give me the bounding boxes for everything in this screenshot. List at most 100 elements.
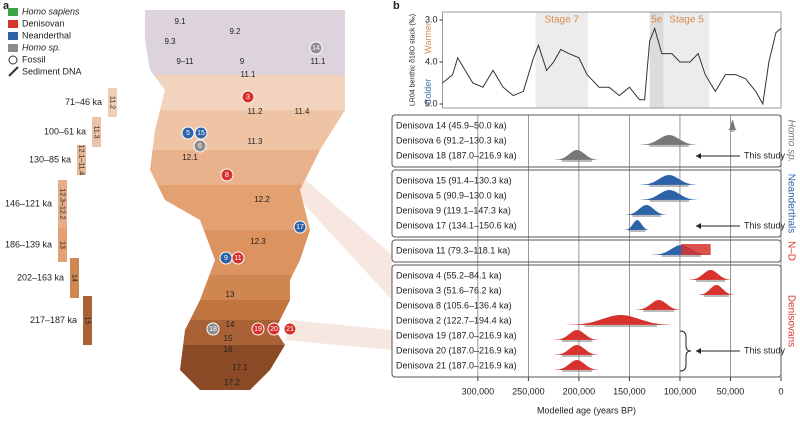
specimen-label: 8 [225, 172, 229, 179]
age-layer: 12.3–12.2 [59, 188, 66, 219]
layer-label: 12.3 [250, 237, 266, 246]
age-label: 130–85 ka [29, 154, 71, 164]
age-label: 146–121 ka [5, 198, 52, 208]
layer-label: 9.3 [164, 37, 176, 46]
row-label: Denisova 17 (134.1–150.6 ka) [396, 220, 517, 230]
row-label: Denisova 19 (187.0–216.9 ka) [396, 330, 517, 340]
density [554, 360, 600, 370]
note-arrowhead [696, 153, 701, 159]
row-label: Denisova 15 (91.4–130.3 ka) [396, 175, 512, 185]
specimen-label: 17 [296, 224, 304, 231]
age-layer: 12.1–11.4 [78, 145, 85, 176]
density [639, 175, 699, 185]
age-label: 100–61 ka [44, 126, 86, 136]
layer-label: 12.1 [182, 153, 198, 162]
legend-swatch [8, 44, 18, 52]
legend-swatch [8, 20, 18, 28]
group-label: N–D [785, 241, 796, 261]
specimen-label: 3 [246, 94, 250, 101]
layer-label: 9.1 [174, 17, 186, 26]
layer-label: 9–11 [176, 57, 194, 66]
x-tick-label: 300,000 [462, 386, 495, 396]
panel-label: a [3, 0, 10, 12]
layer-label: 17.2 [224, 378, 240, 387]
y-tick-label: 3.0 [425, 14, 438, 24]
row-label: Denisova 18 (187.0–216.9 ka) [396, 150, 517, 160]
group-box [391, 169, 782, 238]
layer-label: 11.1 [311, 57, 327, 66]
layer-label: 13 [226, 290, 235, 299]
layer-label: 14 [226, 320, 235, 329]
specimen-marker [181, 126, 195, 140]
specimen-label: 11 [234, 255, 241, 262]
density [625, 205, 668, 215]
note-arrowhead [696, 348, 701, 354]
x-tick-label: 150,000 [613, 386, 646, 396]
x-tick-label: 250,000 [512, 386, 545, 396]
age-bar [108, 88, 117, 117]
y-axis-label: LR04 benthic δ18O stack (‰) [409, 14, 416, 106]
specimen-marker [241, 90, 255, 104]
density [639, 190, 700, 200]
age-layer: 11.3 [93, 125, 100, 138]
specimen-label: 19 [254, 326, 262, 333]
specimen-label: 9 [224, 255, 228, 262]
group-label: Neanderthals [785, 174, 796, 233]
age-bar [83, 296, 92, 345]
row-label: Denisova 5 (90.9–130.0 ka) [396, 190, 507, 200]
legend-symbol [8, 66, 19, 77]
age-label: 186–139 ka [5, 239, 52, 249]
group-box [391, 239, 782, 263]
layer-label: 11.3 [248, 137, 264, 146]
x-tick-label: 200,000 [563, 386, 596, 396]
age-layer: 13 [59, 241, 66, 249]
group-label: Denisovans [785, 295, 796, 347]
stage-band [535, 12, 589, 108]
row-label: Denisova 3 (51.6–76.2 ka) [396, 285, 502, 295]
age-bar [77, 145, 86, 175]
density [554, 345, 600, 355]
density-overlay [681, 244, 711, 255]
specimen-label: 14 [312, 45, 320, 52]
specimen-label: 20 [270, 326, 278, 333]
row-label: Denisova 11 (79.3–118.1 ka) [396, 245, 510, 255]
group-box [391, 264, 782, 378]
layer-label: 11.1 [241, 70, 257, 79]
note-label: This study [744, 345, 786, 355]
specimen-marker [283, 322, 297, 336]
density [728, 120, 738, 130]
legend-label: Sediment DNA [22, 66, 82, 76]
age-label: 202–163 ka [17, 272, 64, 282]
lr04-frame [442, 11, 782, 109]
legend-swatch [8, 8, 18, 16]
specimen-marker [194, 126, 208, 140]
specimen-label: 18 [209, 326, 217, 333]
density [566, 315, 676, 325]
layer-label: 15 [224, 334, 233, 343]
density [624, 220, 650, 230]
legend-swatch [8, 32, 18, 40]
density [639, 135, 699, 145]
layer-label: 11.2 [248, 107, 264, 116]
specimen-marker [309, 41, 323, 55]
density [697, 285, 736, 295]
legend-symbol [8, 55, 18, 65]
age-label: 217–187 ka [30, 315, 77, 325]
note-arrowhead [696, 223, 701, 229]
x-axis-title: Modelled age (years BP) [537, 405, 636, 415]
stage-label: 5e [651, 15, 663, 26]
specimen-label: 5 [186, 130, 190, 137]
warmer-label: Warmer [423, 22, 433, 54]
specimen-marker [206, 322, 220, 336]
lr04-line [442, 26, 782, 106]
row-label: Denisova 2 (122.7–194.4 ka) [396, 315, 512, 325]
stage-label: Stage 7 [545, 15, 580, 26]
age-bar [58, 228, 67, 262]
stage-band [663, 12, 710, 108]
specimen-marker [220, 168, 234, 182]
legend-label: Homo sp. [22, 42, 61, 52]
row-label: Denisova 21 (187.0–216.9 ka) [396, 360, 517, 370]
layer-label: 17.1 [232, 363, 248, 372]
y-tick-label: 5.0 [425, 98, 438, 108]
specimen-marker [251, 322, 265, 336]
